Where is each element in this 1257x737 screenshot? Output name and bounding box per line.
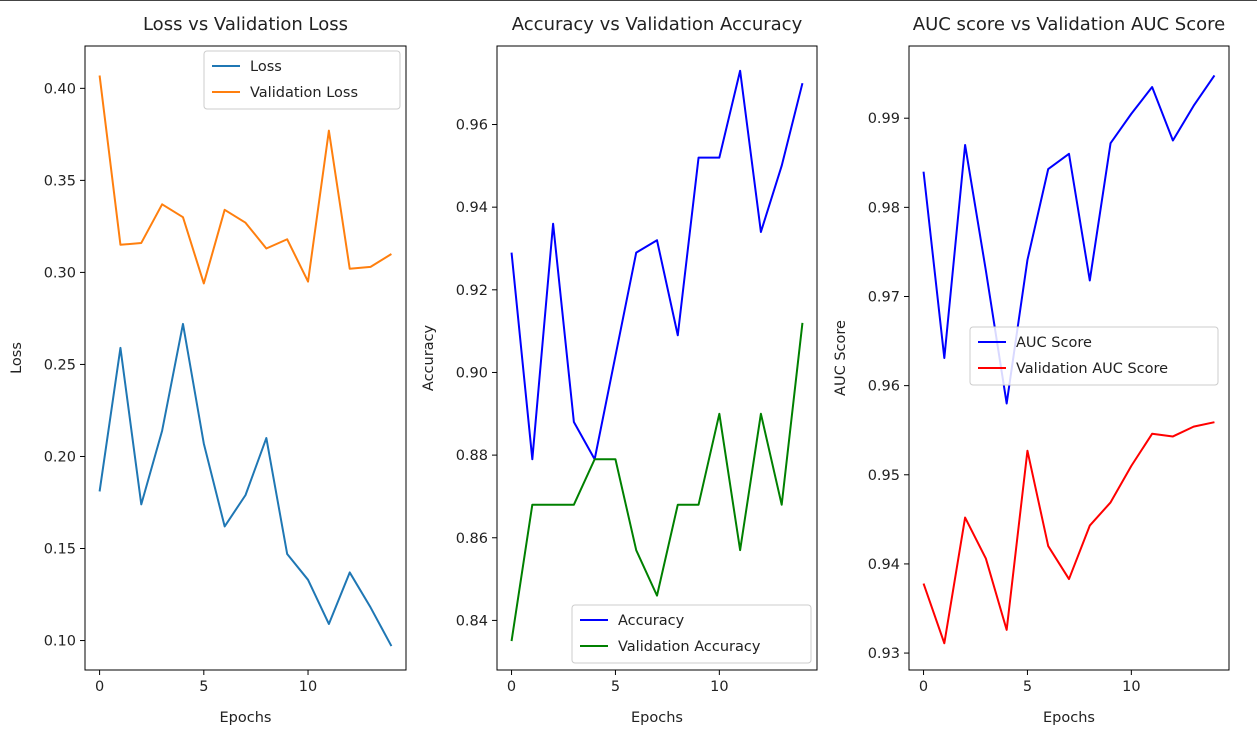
y-tick-label: 0.84 bbox=[456, 613, 488, 629]
legend-box bbox=[969, 326, 1219, 386]
chart-accuracy-title: Accuracy vs Validation Accuracy bbox=[512, 14, 803, 35]
legend-box bbox=[571, 604, 812, 664]
y-axis-label: AUC Score bbox=[833, 320, 849, 396]
chart-auc-panel: AUC score vs Validation AUC Score 0 5 10 0.9… bbox=[833, 14, 1230, 726]
chart-auc-title: AUC score vs Validation AUC Score bbox=[913, 14, 1225, 35]
y-tick-label: 0.88 bbox=[456, 448, 488, 464]
x-tick-label: 10 bbox=[299, 679, 317, 695]
y-tick-label: 0.35 bbox=[44, 173, 76, 189]
y-tick-label: 0.94 bbox=[456, 200, 488, 216]
x-tick-label: 10 bbox=[710, 679, 728, 695]
y-tick-label: 0.99 bbox=[868, 111, 900, 127]
legend-label: Validation AUC Score bbox=[1016, 361, 1168, 377]
x-tick-label: 0 bbox=[95, 679, 104, 695]
y-tick-label: 0.97 bbox=[868, 289, 900, 305]
chart-auc-legend: AUC Score Validation AUC Score bbox=[969, 326, 1219, 386]
legend-label: AUC Score bbox=[1016, 335, 1092, 351]
series-line-validation-auc-score bbox=[922, 421, 1215, 645]
legend-label: Validation Loss bbox=[250, 85, 358, 101]
legend-label: Validation Accuracy bbox=[618, 639, 761, 655]
x-tick-label: 0 bbox=[919, 679, 928, 695]
x-axis-label: Epochs bbox=[1043, 710, 1095, 726]
series-line-validation-accuracy bbox=[510, 322, 804, 642]
series-line-accuracy bbox=[510, 69, 804, 461]
y-axis-label: Accuracy bbox=[421, 324, 437, 391]
x-tick-label: 10 bbox=[1122, 679, 1140, 695]
chart-accuracy-legend: Accuracy Validation Accuracy bbox=[571, 604, 812, 664]
chart-loss-legend: Loss Validation Loss bbox=[203, 50, 401, 110]
legend-label: Loss bbox=[250, 59, 282, 75]
y-tick-label: 0.25 bbox=[44, 357, 76, 373]
chart-accuracy-panel: Accuracy vs Validation Accuracy 0 5 10 0.84 0… bbox=[421, 14, 818, 726]
y-tick-label: 0.20 bbox=[44, 449, 76, 465]
legend-label: Accuracy bbox=[618, 613, 685, 629]
series-line-validation-loss bbox=[98, 75, 392, 285]
y-tick-label: 0.95 bbox=[868, 468, 900, 484]
axes-frame bbox=[496, 45, 818, 671]
y-tick-label: 0.94 bbox=[868, 557, 900, 573]
series-line-loss bbox=[98, 322, 393, 647]
legend-box bbox=[203, 50, 401, 110]
y-axis-label: Loss bbox=[9, 342, 25, 374]
y-tick-label: 0.86 bbox=[456, 531, 488, 547]
y-tick-label: 0.10 bbox=[44, 634, 76, 650]
top-border-line bbox=[0, 0, 1257, 1]
x-tick-label: 5 bbox=[1023, 679, 1032, 695]
series-line-auc-score bbox=[922, 74, 1216, 405]
x-axis-label: Epochs bbox=[631, 710, 683, 726]
x-axis-label: Epochs bbox=[220, 710, 272, 726]
x-tick-label: 5 bbox=[611, 679, 620, 695]
y-tick-label: 0.40 bbox=[44, 81, 76, 97]
y-tick-label: 0.15 bbox=[44, 542, 76, 558]
axes-frame bbox=[908, 45, 1230, 671]
chart-loss-panel: Loss vs Validation Loss 0 5 10 0.10 0.15 0.20 0… bbox=[9, 14, 407, 726]
x-tick-label: 0 bbox=[507, 679, 516, 695]
y-tick-label: 0.93 bbox=[868, 646, 900, 662]
y-tick-label: 0.92 bbox=[456, 283, 488, 299]
y-tick-label: 0.96 bbox=[456, 118, 488, 134]
x-tick-label: 5 bbox=[199, 679, 208, 695]
axes-frame bbox=[84, 45, 407, 671]
y-tick-label: 0.96 bbox=[868, 379, 900, 395]
y-tick-label: 0.90 bbox=[456, 365, 488, 381]
y-tick-label: 0.30 bbox=[44, 265, 76, 281]
y-tick-label: 0.98 bbox=[868, 200, 900, 216]
chart-loss-title: Loss vs Validation Loss bbox=[143, 14, 348, 35]
